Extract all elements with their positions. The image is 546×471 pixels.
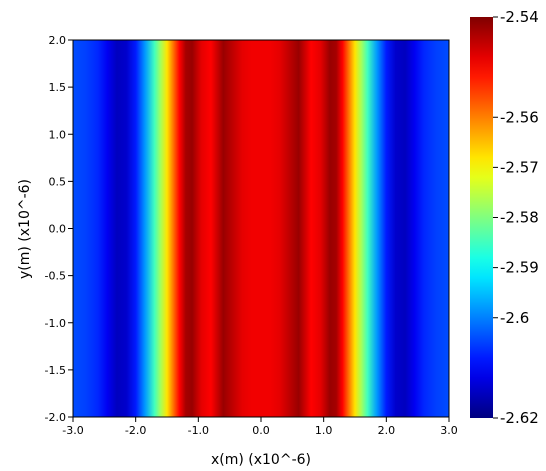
y-tick-label: -1.5 [45, 364, 66, 377]
x-tick-label: -1.0 [188, 424, 209, 437]
y-tick-label: -2.0 [45, 411, 66, 424]
colorbar-ticks: -2.54 -2.56 -2.57 -2.58 -2.59 -2.6 -2.62 [493, 8, 539, 427]
x-tick-label: 2.0 [378, 424, 396, 437]
y-tick-label: 1.5 [49, 81, 67, 94]
x-tick-label: 0.0 [252, 424, 270, 437]
x-axis-label: x(m) (x10^-6) [211, 452, 311, 468]
y-tick-label: 2.0 [49, 34, 67, 47]
colorbar [470, 17, 493, 418]
colorbar-tick-label: -2.54 [500, 8, 539, 26]
colorbar-tick-label: -2.62 [500, 409, 539, 427]
y-axis: -2.0 -1.5 -1.0 -0.5 0.0 0.5 1.0 1.5 2.0 [45, 34, 73, 424]
heatmap-field [73, 40, 449, 417]
x-tick-label: 3.0 [440, 424, 458, 437]
y-tick-label: -1.0 [45, 317, 66, 330]
x-tick-label: -2.0 [125, 424, 146, 437]
colorbar-tick-label: -2.6 [500, 309, 529, 327]
y-axis-label: y(m) (x10^-6) [17, 179, 33, 279]
colorbar-tick-label: -2.56 [500, 108, 539, 126]
colorbar-tick-label: -2.59 [500, 259, 539, 277]
colorbar-tick-label: -2.57 [500, 158, 539, 176]
y-tick-label: 0.5 [49, 175, 67, 188]
x-axis: -3.0 -2.0 -1.0 0.0 1.0 2.0 3.0 [62, 417, 458, 437]
x-tick-label: -3.0 [62, 424, 83, 437]
colorbar-tick-label: -2.58 [500, 209, 539, 227]
y-tick-label: 0.0 [49, 223, 67, 236]
y-tick-label: 1.0 [49, 128, 67, 141]
y-tick-label: -0.5 [45, 270, 66, 283]
x-tick-label: 1.0 [315, 424, 333, 437]
